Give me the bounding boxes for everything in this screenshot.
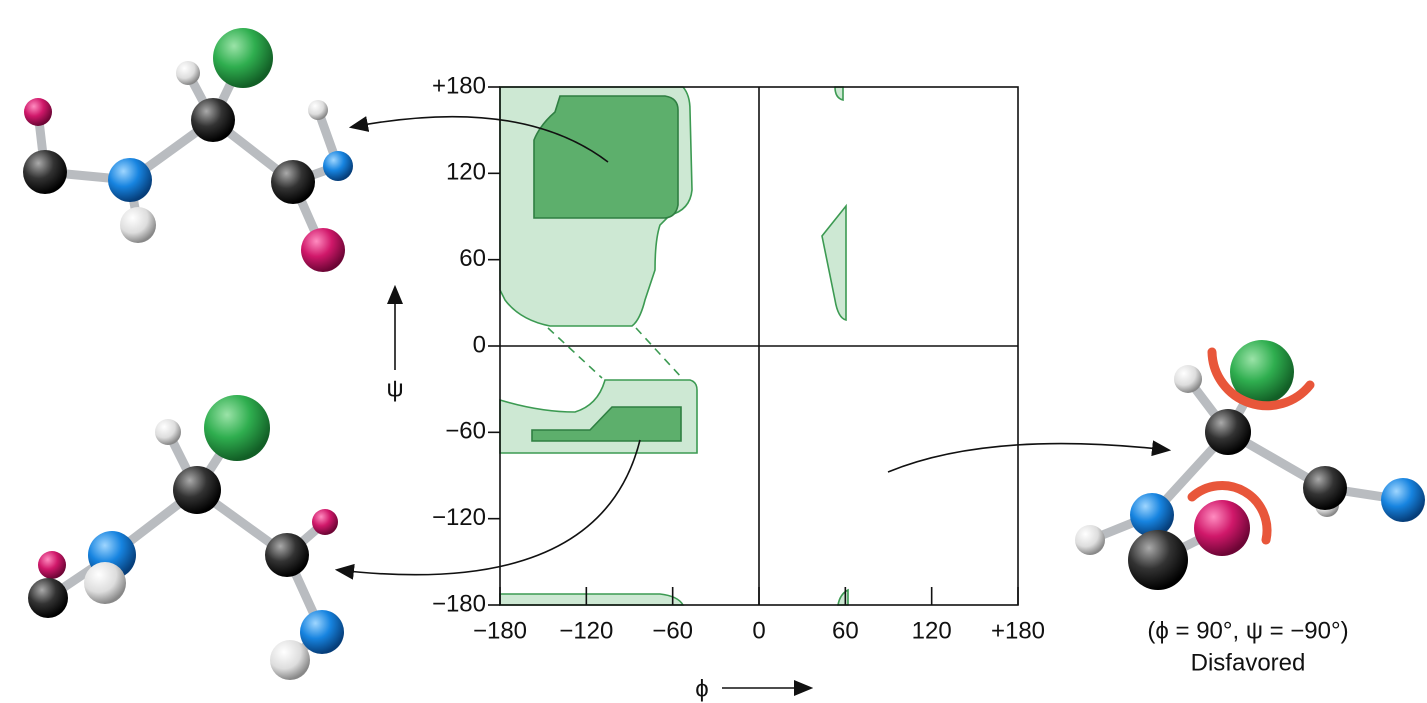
- x-tick-label: 60: [832, 617, 859, 644]
- annotation: Disfavored: [1191, 649, 1306, 676]
- x-tick-label: −180: [473, 617, 527, 644]
- y-tick-label: 60: [459, 245, 486, 272]
- molecule: [1075, 340, 1425, 590]
- y-tick-label: −120: [432, 504, 486, 531]
- y-axis-label: ψ: [386, 375, 403, 402]
- y-tick-label: 0: [473, 331, 486, 358]
- regions: [499, 86, 849, 606]
- x-tick-label: −120: [559, 617, 613, 644]
- y-tick-label: +180: [432, 72, 486, 99]
- y-tick-label: −180: [432, 590, 486, 617]
- x-tick-label: 0: [752, 617, 765, 644]
- molecule: [23, 28, 353, 272]
- x-tick-label: −60: [652, 617, 693, 644]
- axes: −180 −120 −60 0 60 120 +180 −180 −120 −60 0 60 120 +1…: [432, 72, 1045, 644]
- molecule: [28, 395, 344, 680]
- arrows: [334, 115, 1172, 580]
- y-tick-label: −60: [445, 418, 486, 445]
- y-tick-label: 120: [446, 159, 486, 186]
- x-axis-label: ϕ: [695, 675, 708, 702]
- x-tick-label: +180: [991, 617, 1045, 644]
- annotation: (ϕ = 90°, ψ = −90°): [1147, 617, 1348, 644]
- x-tick-label: 120: [912, 617, 952, 644]
